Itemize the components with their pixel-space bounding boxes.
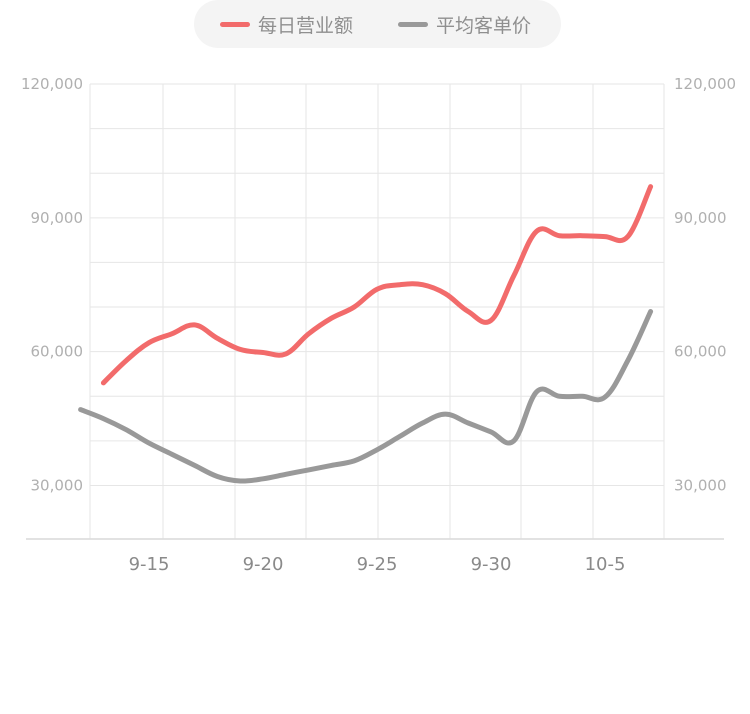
y-tick-label-right: 30,000 (674, 476, 727, 494)
y-tick-label-left: 90,000 (31, 209, 84, 227)
y-tick-label-left: 60,000 (31, 343, 84, 361)
legend-swatch-revenue (220, 21, 250, 27)
legend-label-avg: 平均客单价 (436, 14, 532, 37)
y-tick-label-right: 60,000 (674, 343, 727, 361)
x-tick-label: 10-5 (585, 554, 626, 575)
y-tick-label-left: 30,000 (31, 476, 84, 494)
legend-item-revenue[interactable]: 每日营业额 (220, 0, 353, 48)
legend-swatch-avg (398, 21, 428, 27)
x-tick-label: 9-25 (357, 554, 398, 575)
x-tick-label: 9-20 (243, 554, 284, 575)
y-tick-label-right: 90,000 (674, 209, 727, 227)
series-line-avg (78, 309, 654, 484)
legend-item-avg[interactable]: 平均客单价 (398, 0, 531, 48)
series-line-revenue (100, 184, 654, 386)
y-tick-label-left: 120,000 (21, 75, 83, 93)
x-tick-label: 9-30 (471, 554, 512, 575)
x-tick-label: 9-15 (129, 554, 170, 575)
legend-label-revenue: 每日营业额 (258, 14, 354, 37)
y-tick-label-right: 120,000 (674, 75, 736, 93)
chart-legend: 每日营业额 平均客单价 (194, 0, 561, 48)
